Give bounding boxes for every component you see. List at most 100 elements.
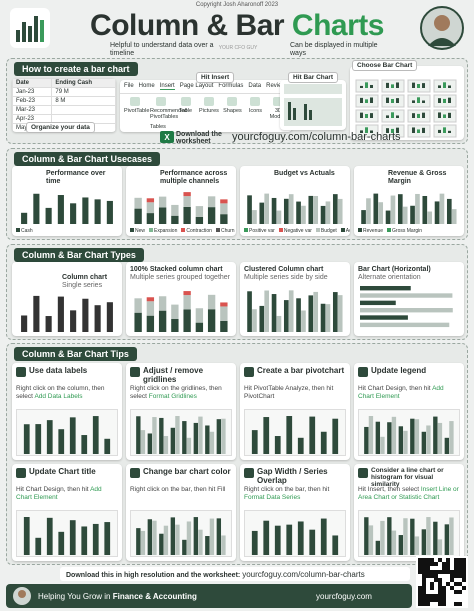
qr-cell — [430, 586, 434, 590]
left-note: Helpful to understand data over a timeli… — [110, 42, 214, 57]
legend: Revenue Gross Margin — [358, 228, 422, 234]
qr-cell — [450, 586, 454, 590]
decor-bar — [205, 425, 210, 454]
decor-bar — [337, 295, 343, 332]
gallery-glyph — [412, 100, 415, 103]
decor-bar — [320, 518, 327, 555]
qr-code — [416, 556, 468, 608]
decor-bar — [332, 194, 338, 224]
gallery-glyph — [391, 98, 394, 103]
legend-label: Churn — [220, 228, 235, 234]
usecase-card: Performance across multiple channels New E… — [126, 166, 236, 236]
decor-bar — [380, 436, 385, 454]
decor-bar — [325, 304, 331, 332]
legend-swatch — [340, 228, 345, 232]
footer-bar: Helping You Grow in Finance & Accounting… — [6, 584, 412, 608]
qr-cell — [434, 594, 438, 598]
decor-bar — [276, 210, 282, 224]
decor-bar — [171, 319, 179, 332]
decor-bar — [422, 195, 428, 224]
qr-cell — [434, 578, 438, 582]
decor-bar — [207, 196, 216, 208]
button-label: Pictures — [199, 108, 219, 114]
chart-area — [356, 284, 462, 336]
legend-item: Contraction — [181, 228, 212, 234]
gallery-glyph — [365, 113, 368, 118]
decor-bar — [414, 536, 420, 555]
decor-bar — [320, 205, 326, 224]
legend-label: Revenue — [363, 228, 384, 234]
decor-bar — [426, 425, 431, 454]
gallery-glyph — [396, 98, 399, 103]
tip-text: Right click on the bar, then hit Format … — [244, 486, 347, 501]
decor-bar — [259, 305, 265, 332]
tip-action: Add Chart Element — [16, 486, 102, 501]
qr-cell — [426, 598, 430, 602]
decor-bar — [152, 520, 157, 555]
qr-cell — [426, 570, 430, 574]
qr-cell — [442, 570, 446, 574]
decor-bar — [198, 416, 203, 454]
decor-bar — [391, 416, 397, 454]
mini-chart — [23, 416, 111, 454]
decor-bar — [366, 198, 371, 224]
screenshot — [16, 510, 118, 557]
decor-bar — [325, 201, 331, 224]
decor-bar — [69, 520, 76, 555]
tip-instruction: Right click on the column, then select — [16, 385, 105, 400]
decor-bar — [220, 199, 228, 204]
qr-cell — [454, 566, 458, 570]
legend-swatch — [181, 228, 186, 232]
decor-bar — [360, 300, 396, 306]
qr-cell — [426, 574, 430, 578]
tip-action: Format Gridlines — [148, 392, 197, 400]
decor-bar — [247, 195, 252, 224]
ribbon-button: Pictures — [199, 97, 219, 120]
decor-bar — [360, 322, 450, 328]
screenshot — [358, 510, 460, 557]
decor-bar — [360, 286, 411, 291]
button-icon — [203, 97, 214, 106]
decor-bar — [195, 216, 204, 224]
legend-label: Positive var — [249, 228, 275, 234]
legend-label: Cash — [21, 228, 33, 234]
decor-bar — [58, 531, 65, 555]
legend-item: New — [130, 228, 145, 234]
decor-bar — [320, 303, 326, 332]
button-label: PivotTable — [124, 108, 150, 114]
qr-cell — [438, 558, 442, 562]
qr-cell — [446, 566, 450, 570]
button-label: Recommended PivotTables — [150, 108, 188, 120]
gallery-glyph — [370, 130, 373, 133]
decor-bar — [136, 528, 141, 555]
decor-bar — [175, 416, 180, 454]
decor-bar — [35, 537, 42, 555]
qr-cell — [446, 570, 450, 574]
qr-cell — [418, 602, 422, 606]
download-link: yourcfoguy.com/column-bar-charts — [242, 570, 365, 579]
gallery-glyph — [448, 85, 451, 88]
mini-chart — [364, 416, 454, 454]
decor-bar — [209, 518, 215, 555]
qr-cell — [430, 558, 434, 562]
table-cell: 8 M — [51, 96, 116, 106]
decor-bar — [82, 197, 89, 224]
qr-cell — [422, 558, 426, 562]
mini-chart — [21, 193, 113, 224]
tip-title: Consider a line chart or histogram for v… — [371, 467, 444, 488]
card-title: Revenue & Gross Margin — [388, 170, 447, 185]
decor-bar — [186, 521, 192, 555]
decor-bar — [415, 193, 420, 224]
qr-cell — [434, 570, 438, 574]
card-title: Budget vs Actuals — [274, 170, 335, 177]
gallery-glyph — [448, 112, 451, 118]
decor-bar — [247, 291, 252, 332]
decor-bar — [283, 300, 289, 332]
decor-bar — [364, 517, 369, 555]
screenshot — [130, 510, 232, 557]
qr-cell — [454, 590, 458, 594]
decor-bar — [140, 530, 146, 555]
legend-item: Cash — [16, 228, 33, 234]
gallery-glyph — [391, 112, 394, 118]
